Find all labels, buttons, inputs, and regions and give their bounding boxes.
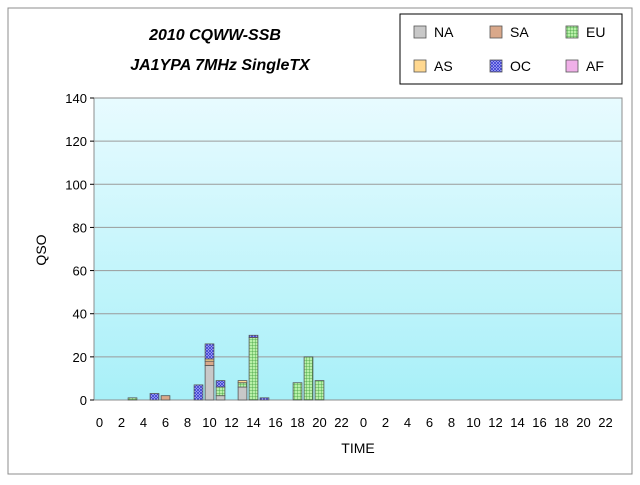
gridlines	[94, 140, 622, 358]
x-tick-label: 16	[532, 415, 546, 430]
legend-label-na: NA	[434, 24, 454, 40]
bar-segment-oc	[204, 343, 215, 360]
x-tick-label: 14	[246, 415, 260, 430]
x-tick-label: 2	[382, 415, 389, 430]
legend-swatch-sa	[489, 25, 503, 39]
legend-swatch-as	[413, 59, 427, 73]
y-tick-label: 60	[73, 264, 87, 279]
x-tick-label: 12	[488, 415, 502, 430]
bars	[127, 334, 325, 401]
legend-label-sa: SA	[510, 24, 529, 40]
bar-segment-sa	[160, 395, 171, 401]
bar-segment-oc	[215, 380, 226, 388]
x-tick-label: 10	[466, 415, 480, 430]
bar-segment-oc	[248, 334, 259, 338]
bar-segment-eu	[248, 337, 259, 401]
legend-label-as: AS	[434, 58, 453, 74]
x-tick-label: 0	[360, 415, 367, 430]
x-tick-label: 10	[202, 415, 216, 430]
bar-segment-eu	[292, 382, 303, 401]
bar-segment-eu	[215, 386, 226, 397]
chart-title-line1: 2010 CQWW-SSB	[148, 27, 281, 44]
x-tick-label: 8	[448, 415, 455, 430]
x-tick-label: 22	[334, 415, 348, 430]
x-tick-label: 12	[224, 415, 238, 430]
bar-segment-eu	[237, 382, 248, 388]
x-tick-label: 6	[162, 415, 169, 430]
x-tick-label: 2	[118, 415, 125, 430]
legend-swatch-oc	[489, 59, 503, 73]
x-tick-label: 18	[554, 415, 568, 430]
x-axis-ticks: 0 2 4 6 8 10 12 14 16 18 20 22 0 2 4 6 8 10 12 14 16 18 20 22	[96, 415, 613, 430]
legend: NA SA EU AS OC AF	[399, 13, 623, 85]
legend-swatch-na	[413, 25, 427, 39]
bar-segment-oc	[149, 393, 160, 401]
bar-segment-na	[215, 395, 226, 401]
x-tick-label: 14	[510, 415, 524, 430]
plot-area	[93, 97, 623, 401]
bar-segment-sa	[204, 360, 215, 366]
x-tick-label: 20	[576, 415, 590, 430]
y-tick-label: 80	[73, 220, 87, 235]
bar-segment-eu	[127, 397, 138, 401]
y-tick-label: 140	[65, 91, 87, 106]
x-tick-label: 0	[96, 415, 103, 430]
x-tick-label: 4	[404, 415, 411, 430]
bar-segment-as	[237, 380, 248, 384]
x-axis-label: TIME	[341, 440, 374, 456]
legend-label-eu: EU	[586, 24, 605, 40]
bar-segment-na	[204, 365, 215, 401]
y-tick-label: 20	[73, 350, 87, 365]
bar-segment-oc	[193, 384, 204, 401]
bar-segment-na	[237, 386, 248, 401]
y-tick-label: 40	[73, 307, 87, 322]
legend-label-oc: OC	[510, 58, 531, 74]
legend-swatch-eu	[565, 25, 579, 39]
y-axis-label: QSO	[33, 234, 49, 265]
bar-segment-eu	[303, 356, 314, 401]
bar-segment-oc	[259, 397, 270, 401]
chart-title-line2: JA1YPA 7MHz SingleTX	[130, 57, 311, 74]
x-tick-label: 22	[598, 415, 612, 430]
x-tick-label: 16	[268, 415, 282, 430]
y-axis-ticks: 0 20 40 60 80 100 120 140	[65, 91, 94, 408]
y-tick-label: 120	[65, 134, 87, 149]
x-tick-label: 18	[290, 415, 304, 430]
x-tick-label: 8	[184, 415, 191, 430]
legend-label-af: AF	[586, 58, 604, 74]
y-tick-label: 0	[80, 393, 87, 408]
legend-box	[399, 13, 623, 85]
legend-swatch-af	[565, 59, 579, 73]
x-tick-label: 6	[426, 415, 433, 430]
x-tick-label: 4	[140, 415, 147, 430]
bar-segment-eu	[314, 380, 325, 401]
x-tick-label: 20	[312, 415, 326, 430]
y-tick-label: 100	[65, 177, 87, 192]
